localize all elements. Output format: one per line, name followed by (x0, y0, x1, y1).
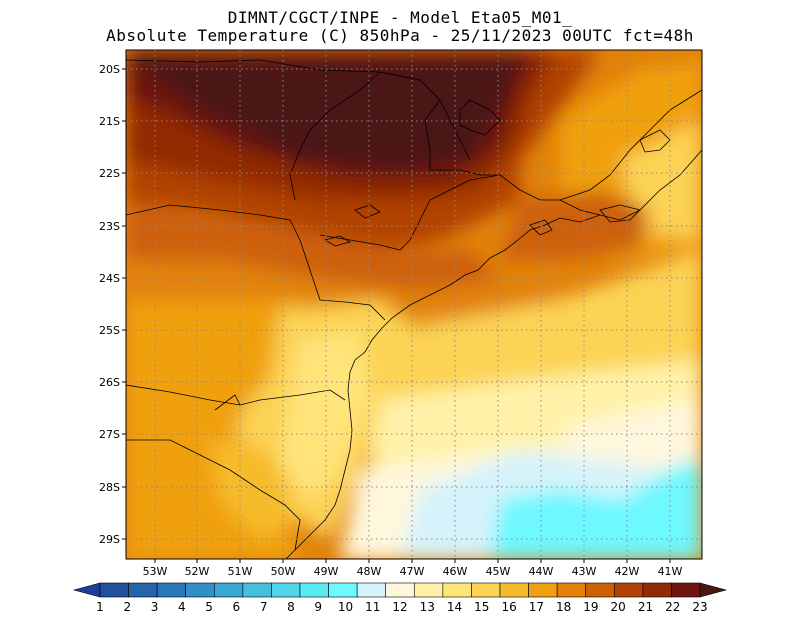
colorbar-label: 4 (178, 600, 186, 614)
lat-label: 25S (99, 324, 120, 337)
lat-label: 24S (99, 272, 120, 285)
colorbar-swatch (356, 582, 387, 598)
colorbar-swatch (156, 582, 187, 598)
lon-label: 53W (143, 565, 168, 578)
colorbar-swatch (528, 582, 558, 598)
colorbar-label: 7 (260, 600, 268, 614)
lat-label: 28S (99, 481, 120, 494)
colorbar-swatch (128, 582, 158, 598)
colorbar-swatch (271, 582, 301, 598)
colorbar-label: 16 (501, 600, 516, 614)
colorbar-swatch (671, 582, 701, 598)
lon-label: 50W (271, 565, 296, 578)
colorbar-label: 17 (529, 600, 544, 614)
colorbar-label: 12 (392, 600, 407, 614)
colorbar-label: 3 (151, 600, 159, 614)
colorbar-swatch (556, 582, 587, 598)
colorbar-swatch (72, 582, 101, 598)
coastlines-and-borders (126, 59, 702, 559)
lon-label: 46W (443, 565, 468, 578)
lat-label: 20S (99, 63, 120, 76)
colorbar-label: 15 (474, 600, 489, 614)
colorbar: 1 2 3 4 5 6 7 8 9 10 11 12 13 14 15 16 17 18 19 20 21 22 23 (72, 582, 728, 614)
colorbar-label: 23 (692, 600, 707, 614)
colorbar-swatch (99, 582, 129, 598)
colorbar-label: 13 (420, 600, 435, 614)
colorbar-swatch (442, 582, 472, 598)
lon-label: 51W (228, 565, 253, 578)
lat-label: 23S (99, 220, 120, 233)
lat-label: 27S (99, 428, 120, 441)
lat-label: 29S (99, 533, 120, 546)
colorbar-label: 8 (287, 600, 295, 614)
plot-frame (125, 49, 703, 560)
lon-label: 52W (185, 565, 210, 578)
colorbar-label: 14 (447, 600, 462, 614)
colorbar-label: 6 (233, 600, 241, 614)
colorbar-swatch (299, 582, 329, 598)
colorbar-swatch (585, 582, 615, 598)
colorbar-label: 9 (314, 600, 322, 614)
title-line-1: DIMNT/CGCT/INPE - Model Eta05_M01_ (227, 8, 573, 27)
colorbar-swatch (613, 582, 644, 598)
colorbar-swatch (499, 582, 529, 598)
title-line-2: Absolute Temperature (C) 850hPa - 25/11/… (106, 26, 694, 45)
colorbar-label: 5 (205, 600, 213, 614)
colorbar-label: 20 (611, 600, 626, 614)
graticule (126, 50, 702, 559)
colorbar-label: 10 (338, 600, 353, 614)
colorbar-label: 2 (123, 600, 131, 614)
lon-label: 43W (572, 565, 597, 578)
lon-label: 45W (486, 565, 511, 578)
lon-label: 48W (357, 565, 382, 578)
colorbar-swatch (413, 582, 444, 598)
colorbar-swatch (242, 582, 272, 598)
colorbar-label: 21 (638, 600, 653, 614)
temperature-field (126, 50, 702, 559)
colorbar-swatch (699, 582, 728, 598)
colorbar-label: 1 (96, 600, 104, 614)
lon-label: 47W (400, 565, 425, 578)
colorbar-swatch (385, 582, 415, 598)
colorbar-swatch (213, 582, 244, 598)
colorbar-label: 11 (365, 600, 380, 614)
lon-axis: 53W 52W 51W 50W 49W 48W 47W 46W 45W 44W … (143, 559, 683, 578)
colorbar-label: 18 (556, 600, 571, 614)
lon-label: 41W (658, 565, 683, 578)
lon-label: 49W (314, 565, 339, 578)
lat-axis: 20S 21S 22S 23S 24S 25S 26S 27S 28S 29S (99, 63, 126, 546)
colorbar-swatch (328, 582, 358, 598)
colorbar-label: 19 (583, 600, 598, 614)
colorbar-swatch (185, 582, 215, 598)
lat-label: 21S (99, 115, 120, 128)
lat-label: 22S (99, 167, 120, 180)
colorbar-swatch (642, 582, 672, 598)
lon-label: 42W (615, 565, 640, 578)
colorbar-swatch (471, 582, 501, 598)
colorbar-label: 22 (665, 600, 680, 614)
lat-label: 26S (99, 376, 120, 389)
lon-label: 44W (529, 565, 554, 578)
